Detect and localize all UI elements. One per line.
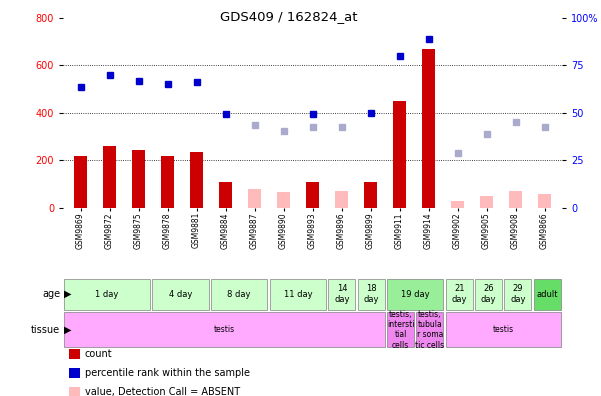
Text: age: age: [42, 289, 60, 299]
Bar: [475, 278, 502, 310]
Text: 26
day: 26 day: [481, 284, 496, 304]
Bar: [480, 196, 493, 208]
Text: 1 day: 1 day: [96, 289, 119, 299]
Bar: [538, 194, 551, 208]
Bar: [74, 156, 87, 208]
Bar: [393, 101, 406, 208]
Text: adult: adult: [537, 289, 558, 299]
Bar: [451, 201, 464, 208]
Bar: [64, 278, 150, 310]
Text: GDS409 / 162824_at: GDS409 / 162824_at: [220, 10, 357, 23]
Bar: [328, 278, 355, 310]
Text: percentile rank within the sample: percentile rank within the sample: [85, 368, 250, 379]
Bar: [335, 191, 348, 208]
Text: 4 day: 4 day: [169, 289, 192, 299]
Bar: [132, 150, 145, 208]
Bar: [358, 278, 385, 310]
Bar: [64, 312, 385, 347]
Bar: [270, 278, 326, 310]
Text: 11 day: 11 day: [284, 289, 312, 299]
Text: ▶: ▶: [64, 325, 72, 335]
Bar: [211, 278, 267, 310]
Text: testis: testis: [214, 325, 235, 334]
Bar: [422, 49, 435, 208]
Text: 29
day: 29 day: [510, 284, 526, 304]
Text: 21
day: 21 day: [451, 284, 467, 304]
Bar: [534, 278, 561, 310]
Bar: [161, 156, 174, 208]
Bar: [277, 192, 290, 208]
Bar: [306, 182, 319, 208]
Text: 8 day: 8 day: [227, 289, 251, 299]
Text: testis: testis: [493, 325, 514, 334]
Bar: [446, 278, 473, 310]
Bar: [152, 278, 209, 310]
Bar: [219, 182, 232, 208]
Bar: [387, 278, 444, 310]
Bar: [190, 152, 203, 208]
Text: ▶: ▶: [64, 289, 72, 299]
Bar: [364, 182, 377, 208]
Text: 19 day: 19 day: [401, 289, 430, 299]
Bar: [387, 312, 414, 347]
Bar: [509, 191, 522, 208]
Bar: [248, 189, 261, 208]
Bar: [446, 312, 561, 347]
Text: 14
day: 14 day: [334, 284, 350, 304]
Text: tissue: tissue: [31, 325, 60, 335]
Bar: [103, 146, 116, 208]
Text: testis,
intersti
tial
cells: testis, intersti tial cells: [387, 310, 414, 350]
Bar: [504, 278, 531, 310]
Text: count: count: [85, 349, 112, 360]
Text: value, Detection Call = ABSENT: value, Detection Call = ABSENT: [85, 387, 240, 396]
Text: 18
day: 18 day: [364, 284, 379, 304]
Text: testis,
tubula
r soma
tic cells: testis, tubula r soma tic cells: [415, 310, 445, 350]
Bar: [416, 312, 444, 347]
